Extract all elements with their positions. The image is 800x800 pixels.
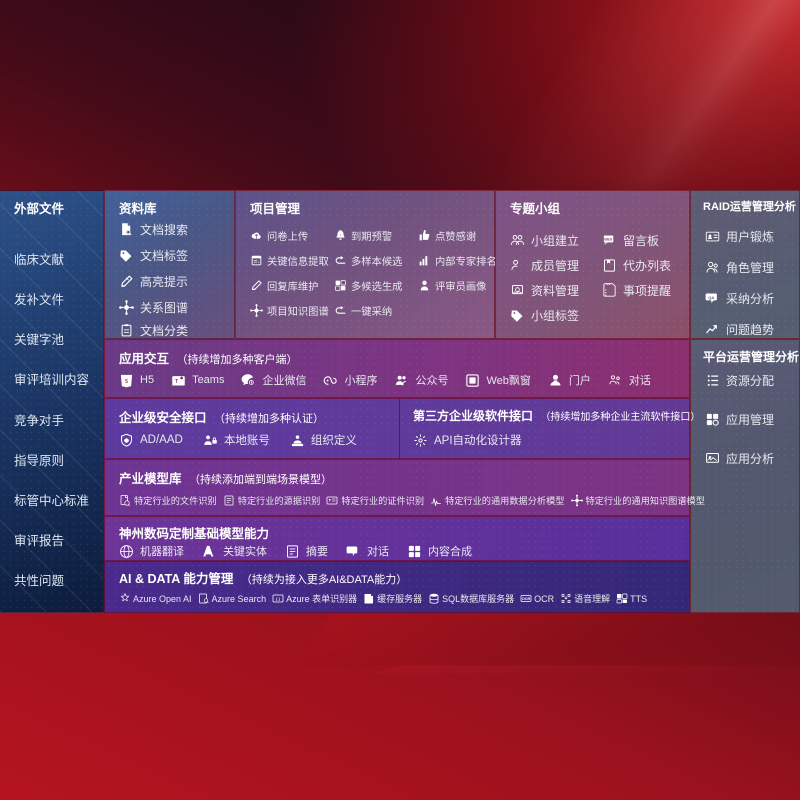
svg-text:QA: QA: [708, 295, 714, 300]
svg-text:{ }: { }: [276, 597, 280, 601]
svg-text:T: T: [175, 379, 178, 385]
svg-text:OCR: OCR: [522, 597, 531, 601]
svg-text:5: 5: [125, 379, 128, 385]
svg-text:BBS: BBS: [604, 238, 612, 242]
